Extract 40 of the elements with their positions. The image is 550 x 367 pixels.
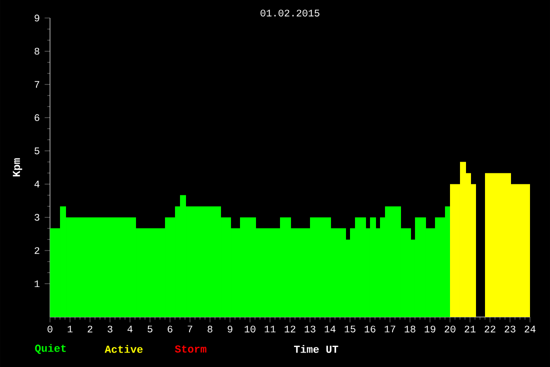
x-tick-label: 17 <box>384 326 396 332</box>
x-tick-label: 15 <box>344 326 356 332</box>
x-tick-label: 22 <box>484 326 496 332</box>
x-tick-label: 7 <box>188 326 192 332</box>
x-tick-label: 10 <box>244 326 256 332</box>
y-axis-title: Kpm <box>12 158 22 176</box>
x-tick-label: 21 <box>464 326 476 332</box>
x-tick-label: 5 <box>148 326 152 332</box>
y-tick-label: 6 <box>34 114 40 122</box>
x-tick-label: 14 <box>324 326 336 332</box>
x-tick-label: 2 <box>88 326 92 332</box>
x-tick-label: 9 <box>228 326 232 332</box>
x-axis-title: Time UT <box>294 345 338 353</box>
x-tick-label: 13 <box>304 326 316 332</box>
x-tick-label: 4 <box>128 326 133 332</box>
y-tick-label: 2 <box>34 247 40 254</box>
y-tick-label: 7 <box>34 81 40 88</box>
chart-title: 01.02.2015 <box>260 10 320 16</box>
y-tick-label: 8 <box>34 48 40 55</box>
text: Storm <box>174 345 206 353</box>
text: Active <box>104 345 143 353</box>
x-tick-label: 23 <box>504 326 516 332</box>
x-tick-label: 11 <box>264 326 276 332</box>
x-tick-label: 0 <box>48 326 52 332</box>
y-tick-label: 9 <box>34 14 40 22</box>
x-tick-label: 3 <box>108 326 112 332</box>
y-tick-label: 5 <box>34 148 40 154</box>
x-tick-label: 16 <box>364 326 376 332</box>
x-tick-label: 6 <box>168 326 172 332</box>
x-tick-label: 19 <box>424 326 436 332</box>
x-tick-label: 1 <box>68 326 73 332</box>
y-tick-label: 1 <box>34 280 40 288</box>
y-tick-label: 3 <box>34 214 40 221</box>
x-tick-label: 24 <box>524 326 536 332</box>
x-tick-label: 18 <box>404 326 416 332</box>
text: Quiet <box>35 344 66 354</box>
x-tick-label: 8 <box>208 326 212 332</box>
y-tick-label: 4 <box>34 180 40 188</box>
x-tick-label: 20 <box>444 326 456 332</box>
x-tick-label: 12 <box>284 326 296 332</box>
